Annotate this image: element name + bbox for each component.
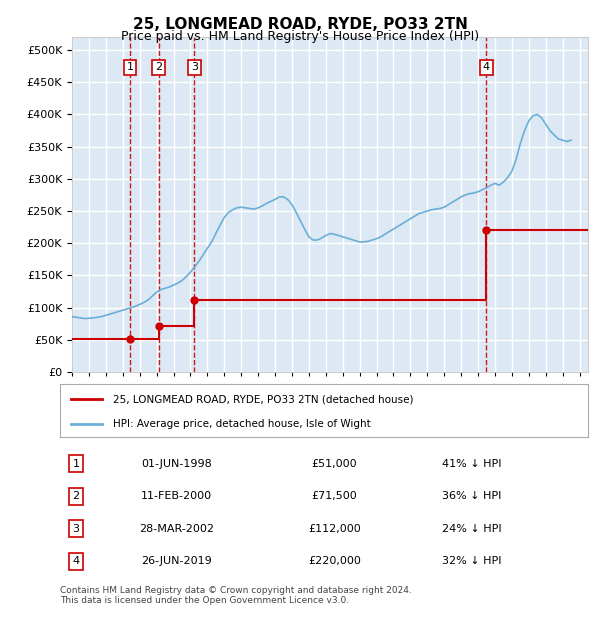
Text: 1: 1 — [127, 63, 133, 73]
Text: £51,000: £51,000 — [312, 459, 358, 469]
Text: 2: 2 — [155, 63, 162, 73]
Text: 25, LONGMEAD ROAD, RYDE, PO33 2TN (detached house): 25, LONGMEAD ROAD, RYDE, PO33 2TN (detac… — [113, 394, 413, 404]
Text: £112,000: £112,000 — [308, 524, 361, 534]
Text: 41% ↓ HPI: 41% ↓ HPI — [442, 459, 502, 469]
Text: Contains HM Land Registry data © Crown copyright and database right 2024.
This d: Contains HM Land Registry data © Crown c… — [60, 586, 412, 605]
Text: 3: 3 — [73, 524, 79, 534]
Text: £220,000: £220,000 — [308, 556, 361, 566]
Text: 4: 4 — [483, 63, 490, 73]
Text: 32% ↓ HPI: 32% ↓ HPI — [442, 556, 502, 566]
Text: HPI: Average price, detached house, Isle of Wight: HPI: Average price, detached house, Isle… — [113, 419, 371, 429]
Text: Price paid vs. HM Land Registry's House Price Index (HPI): Price paid vs. HM Land Registry's House … — [121, 30, 479, 43]
Text: 36% ↓ HPI: 36% ↓ HPI — [442, 491, 502, 501]
Text: 11-FEB-2000: 11-FEB-2000 — [140, 491, 212, 501]
Text: 28-MAR-2002: 28-MAR-2002 — [139, 524, 214, 534]
Text: 25, LONGMEAD ROAD, RYDE, PO33 2TN: 25, LONGMEAD ROAD, RYDE, PO33 2TN — [133, 17, 467, 32]
Text: 26-JUN-2019: 26-JUN-2019 — [141, 556, 212, 566]
Text: 2: 2 — [72, 491, 79, 501]
Text: 4: 4 — [72, 556, 79, 566]
Text: 1: 1 — [73, 459, 79, 469]
Text: 24% ↓ HPI: 24% ↓ HPI — [442, 524, 502, 534]
Text: £71,500: £71,500 — [311, 491, 358, 501]
Text: 3: 3 — [191, 63, 198, 73]
Text: 01-JUN-1998: 01-JUN-1998 — [141, 459, 212, 469]
